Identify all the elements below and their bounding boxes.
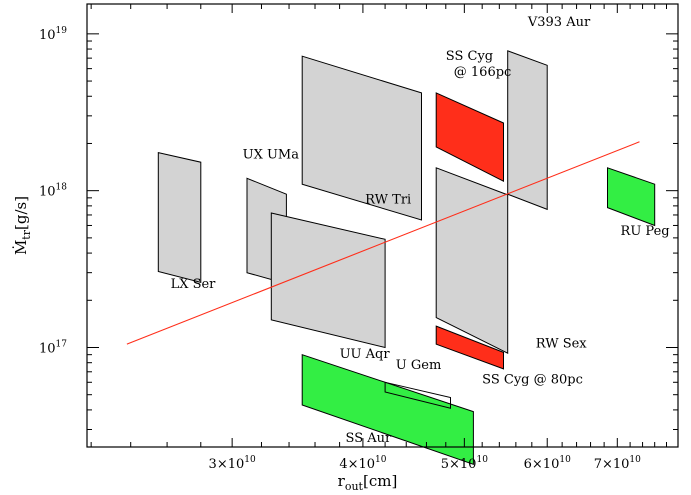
region-ss-cyg-80pc <box>435 325 504 370</box>
region-label-ss-cyg-166pc-2: @ 166pc <box>454 65 512 80</box>
region-uu-aqr <box>270 212 386 349</box>
ticks-layer: 3×1010 4×1010 5×1010 6×1010 7×1010 1017 1018 10… <box>39 4 678 472</box>
y-tick-label: 1019 <box>39 26 67 43</box>
region-label-uu-aqr: UU Aqr <box>340 347 391 362</box>
region-rw-tri <box>301 55 422 221</box>
trend-line <box>126 141 640 345</box>
y-axis-label: Ṁtr[g/s] <box>12 196 33 255</box>
region-label-rw-sex: RW Sex <box>536 336 588 351</box>
region-label-ux-uma: UX UMa <box>243 148 300 163</box>
region-label-rw-tri: RW Tri <box>365 192 411 207</box>
region-labels-layer: LX Ser UX UMa RW Tri UU Aqr V393 Aur RW Sex SS… <box>171 15 670 446</box>
trend-line-layer <box>126 141 640 345</box>
x-tick-label: 7×1010 <box>594 455 641 472</box>
x-tick-label: 5×1010 <box>441 455 488 472</box>
region-label-ss-aur: SS Aur <box>346 431 392 446</box>
regions-layer <box>157 50 656 466</box>
x-tick-label: 6×1010 <box>524 455 571 472</box>
axis-labels-layer: rout[cm] Ṁtr[g/s] <box>12 196 397 493</box>
region-ss-cyg-166pc <box>435 92 504 183</box>
y-tick-label: 1017 <box>39 339 67 356</box>
region-label-v393-aur: V393 Aur <box>527 15 591 30</box>
region-rw-sex <box>435 167 509 355</box>
region-lx-ser <box>157 151 202 284</box>
x-axis-label: rout[cm] <box>338 472 398 493</box>
x-tick-label: 4×1010 <box>339 455 386 472</box>
region-label-lx-ser: LX Ser <box>171 277 217 292</box>
x-tick-label: 3×1010 <box>209 455 256 472</box>
y-tick-label: 1018 <box>39 183 67 200</box>
region-label-ru-peg: RU Peg <box>621 224 670 239</box>
region-label-ss-cyg-80pc: SS Cyg @ 80pc <box>482 372 583 387</box>
region-ss-aur <box>301 354 474 466</box>
region-ru-peg <box>607 167 656 227</box>
region-u-gem <box>384 381 451 409</box>
region-label-u-gem: U Gem <box>396 358 442 373</box>
region-label-ss-cyg-166pc-1: SS Cyg <box>446 49 493 64</box>
region-v393-aur <box>507 50 548 211</box>
